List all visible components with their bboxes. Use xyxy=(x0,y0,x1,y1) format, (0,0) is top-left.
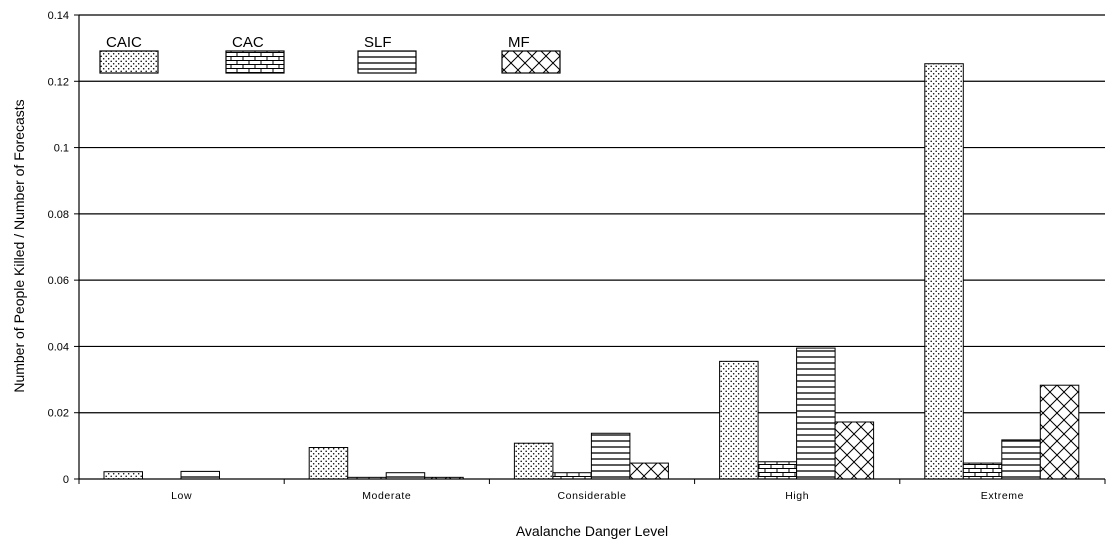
bar-cac-considerable xyxy=(552,472,592,480)
y-tick-label: 0.02 xyxy=(48,408,69,420)
y-tick-label: 0 xyxy=(63,474,69,486)
x-axis-ticks: Low Moderate Considerable High Extreme xyxy=(78,479,1106,502)
y-tick-label: 0.14 xyxy=(48,10,69,22)
y-tick-label: 0.12 xyxy=(48,76,69,88)
y-axis-title: Number of People Killed / Number of Fore… xyxy=(11,99,27,392)
legend-label-caic: CAIC xyxy=(106,34,142,51)
x-tick-label: Low xyxy=(171,490,192,502)
legend-swatch-caic xyxy=(99,50,159,74)
bar-cac-extreme xyxy=(962,462,1003,480)
y-tick-label: 0.04 xyxy=(48,341,69,353)
legend: CAIC CAC SLF MF xyxy=(99,34,561,74)
bar-caic-moderate xyxy=(308,447,349,480)
x-tick-label: Moderate xyxy=(362,490,411,502)
x-tick-label: Considerable xyxy=(557,490,626,502)
legend-label-mf: MF xyxy=(508,34,530,51)
y-tick-label: 0.06 xyxy=(48,275,69,287)
legend-label-slf: SLF xyxy=(364,34,392,51)
y-tick-label: 0.08 xyxy=(48,209,69,221)
legend-swatch-slf xyxy=(357,50,417,74)
x-tick-label: Extreme xyxy=(981,490,1024,502)
y-tick-label: 0.1 xyxy=(54,143,69,155)
x-axis-title: Avalanche Danger Level xyxy=(516,523,668,539)
bar-cac-high xyxy=(757,461,798,480)
bar-slf-high xyxy=(796,347,836,480)
gridlines xyxy=(79,14,1105,414)
y-axis-ticks: 0 0.02 0.04 0.06 0.08 0.1 0.12 0.14 xyxy=(48,10,79,486)
bar-caic-considerable xyxy=(513,442,554,480)
bar-mf-extreme xyxy=(1039,384,1080,480)
bars xyxy=(103,63,1080,480)
bar-slf-extreme xyxy=(1001,439,1041,480)
bar-slf-moderate xyxy=(385,472,426,480)
bar-mf-high xyxy=(834,421,875,480)
bar-slf-low xyxy=(180,470,220,480)
bar-caic-high xyxy=(719,360,759,480)
legend-swatch-mf xyxy=(501,50,561,74)
bar-slf-considerable xyxy=(590,432,631,480)
axes xyxy=(78,15,1105,480)
legend-label-cac: CAC xyxy=(232,34,264,51)
bar-mf-considerable xyxy=(629,462,669,480)
legend-swatch-cac xyxy=(225,50,285,74)
bar-caic-low xyxy=(103,471,143,480)
bar-caic-extreme xyxy=(924,63,964,480)
x-tick-label: High xyxy=(785,490,809,502)
